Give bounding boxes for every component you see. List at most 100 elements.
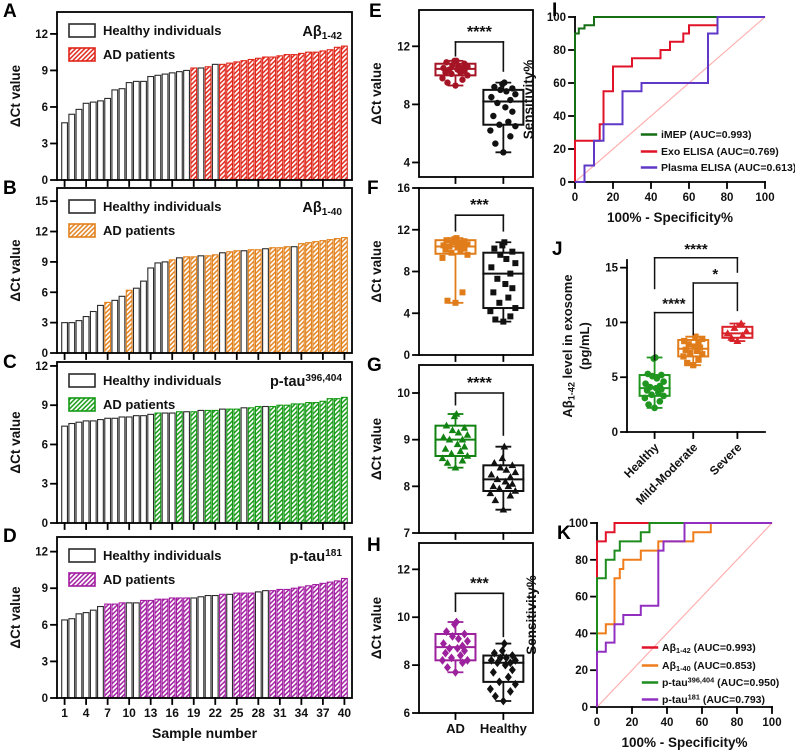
bar-healthy xyxy=(82,316,90,354)
bar-ad xyxy=(254,57,262,181)
panel-A-chart: 0 3 6 9 12 ΔCt value Healthy individuals AD pat… xyxy=(8,11,353,187)
bar-ad xyxy=(154,412,162,524)
y-tick-label: 12 xyxy=(35,547,48,559)
y-axis-title: ΔCt value xyxy=(8,64,23,127)
panel-label-A: A xyxy=(3,1,17,22)
bar-healthy xyxy=(111,299,119,354)
x-tick-label: 100 xyxy=(755,192,774,204)
bar-ad xyxy=(154,598,162,699)
bar-healthy xyxy=(68,113,76,181)
bar-ad xyxy=(305,51,312,181)
bar-ad xyxy=(276,588,284,699)
points-AD xyxy=(438,617,471,677)
y-tick-label: 16 xyxy=(397,183,410,195)
y-tick-label: 12 xyxy=(35,29,48,41)
axis-frame xyxy=(56,361,353,524)
roc-curve-1 xyxy=(574,16,765,182)
bar-ad xyxy=(326,581,334,699)
bar-ad xyxy=(211,254,219,354)
y-tick-label: 15 xyxy=(605,263,618,275)
x-tick-label: 80 xyxy=(731,717,744,729)
bar-ad xyxy=(247,58,255,181)
points-Healthy xyxy=(641,354,667,412)
legend: Healthy individuals AD patients xyxy=(68,548,221,587)
x-tick-label: 0 xyxy=(594,717,600,729)
bar-healthy xyxy=(82,102,90,181)
bar-healthy xyxy=(75,108,83,181)
bar-healthy xyxy=(154,262,162,354)
bar-healthy xyxy=(219,408,226,524)
sig-label: *** xyxy=(470,575,489,592)
panel-label-B: B xyxy=(3,178,17,199)
x-tick-label: 20 xyxy=(626,717,639,729)
roc-legend-label-2: p-tau396,404 (AUC=0.950) xyxy=(662,676,779,689)
legend-label-healthy: Healthy individuals xyxy=(103,373,221,388)
y-tick-label: 6 xyxy=(42,620,48,632)
roc-curve-3 xyxy=(596,522,772,707)
bar-ad xyxy=(340,396,348,524)
bar-healthy xyxy=(89,310,97,354)
bar-healthy xyxy=(104,97,112,181)
bar-ad xyxy=(297,586,305,699)
bar-ad xyxy=(333,46,341,181)
y-tick-label: 9 xyxy=(42,65,48,77)
sig-bracket: **** xyxy=(454,24,505,72)
x-tick-label: 16 xyxy=(166,706,180,720)
points-Severe xyxy=(723,319,751,345)
bar-healthy xyxy=(68,422,76,524)
points-Healthy xyxy=(487,79,519,156)
bar-ad xyxy=(312,402,320,524)
sig-bracket: **** xyxy=(653,241,739,290)
legend-label-healthy: Healthy individuals xyxy=(103,548,221,563)
panel-C-chart: 0 3 6 9 12 ΔCt value Healthy individuals AD pat… xyxy=(8,361,353,530)
bar-ad xyxy=(326,49,334,181)
y-tick-label: 0 xyxy=(42,518,48,530)
panel-label-I: I xyxy=(552,0,558,21)
y-tick-label: 0 xyxy=(42,693,48,705)
bar-healthy xyxy=(97,419,104,524)
roc-legend-label-1: Exo ELISA (AUC=0.769) xyxy=(661,146,779,158)
bar-ad xyxy=(147,599,155,699)
bar-ad xyxy=(254,249,262,354)
bar-ad xyxy=(140,599,147,699)
bar-ad xyxy=(204,409,212,524)
points-Healthy xyxy=(486,639,519,706)
legend: Healthy individuals AD patients xyxy=(68,23,221,62)
sig-label: * xyxy=(712,266,718,283)
x-tick-label: 7 xyxy=(104,706,111,720)
legend-swatch-healthy xyxy=(68,199,96,214)
panel-label-F: F xyxy=(367,178,379,199)
bar-healthy xyxy=(125,416,133,524)
bars-group xyxy=(61,396,348,524)
bar-ad xyxy=(190,411,198,524)
sig-label: *** xyxy=(470,197,489,214)
bar-ad xyxy=(297,52,305,181)
bar-healthy xyxy=(197,67,205,181)
bar-healthy xyxy=(111,417,119,524)
bar-ad xyxy=(312,51,320,181)
bar-healthy xyxy=(140,280,147,354)
y-tick-label: 20 xyxy=(553,144,566,156)
points-Healthy xyxy=(487,239,519,325)
bars-group xyxy=(61,577,348,699)
x-tick-label: 34 xyxy=(295,706,309,720)
panel-label-E: E xyxy=(369,1,382,22)
axis-frame xyxy=(418,364,534,534)
roc-curve-0 xyxy=(574,16,765,182)
y-axis-title: ΔCt value xyxy=(369,417,384,480)
x-axis-title: Sample number xyxy=(152,725,258,741)
bar-healthy xyxy=(125,602,133,699)
sig-bracket: **** xyxy=(454,375,505,436)
bar-healthy xyxy=(89,609,97,699)
bar-healthy xyxy=(118,295,126,354)
x-tick-label: 1 xyxy=(61,706,68,720)
points-Healthy xyxy=(486,442,520,513)
panel-label-H: H xyxy=(367,535,381,556)
y-axis-title: ΔCt value xyxy=(8,411,23,474)
bar-healthy xyxy=(140,80,147,181)
bar-ad xyxy=(269,405,277,524)
y-tick-label: 40 xyxy=(575,628,588,640)
bar-healthy xyxy=(211,63,219,181)
panel-title: Aβ1-40 xyxy=(302,200,342,218)
